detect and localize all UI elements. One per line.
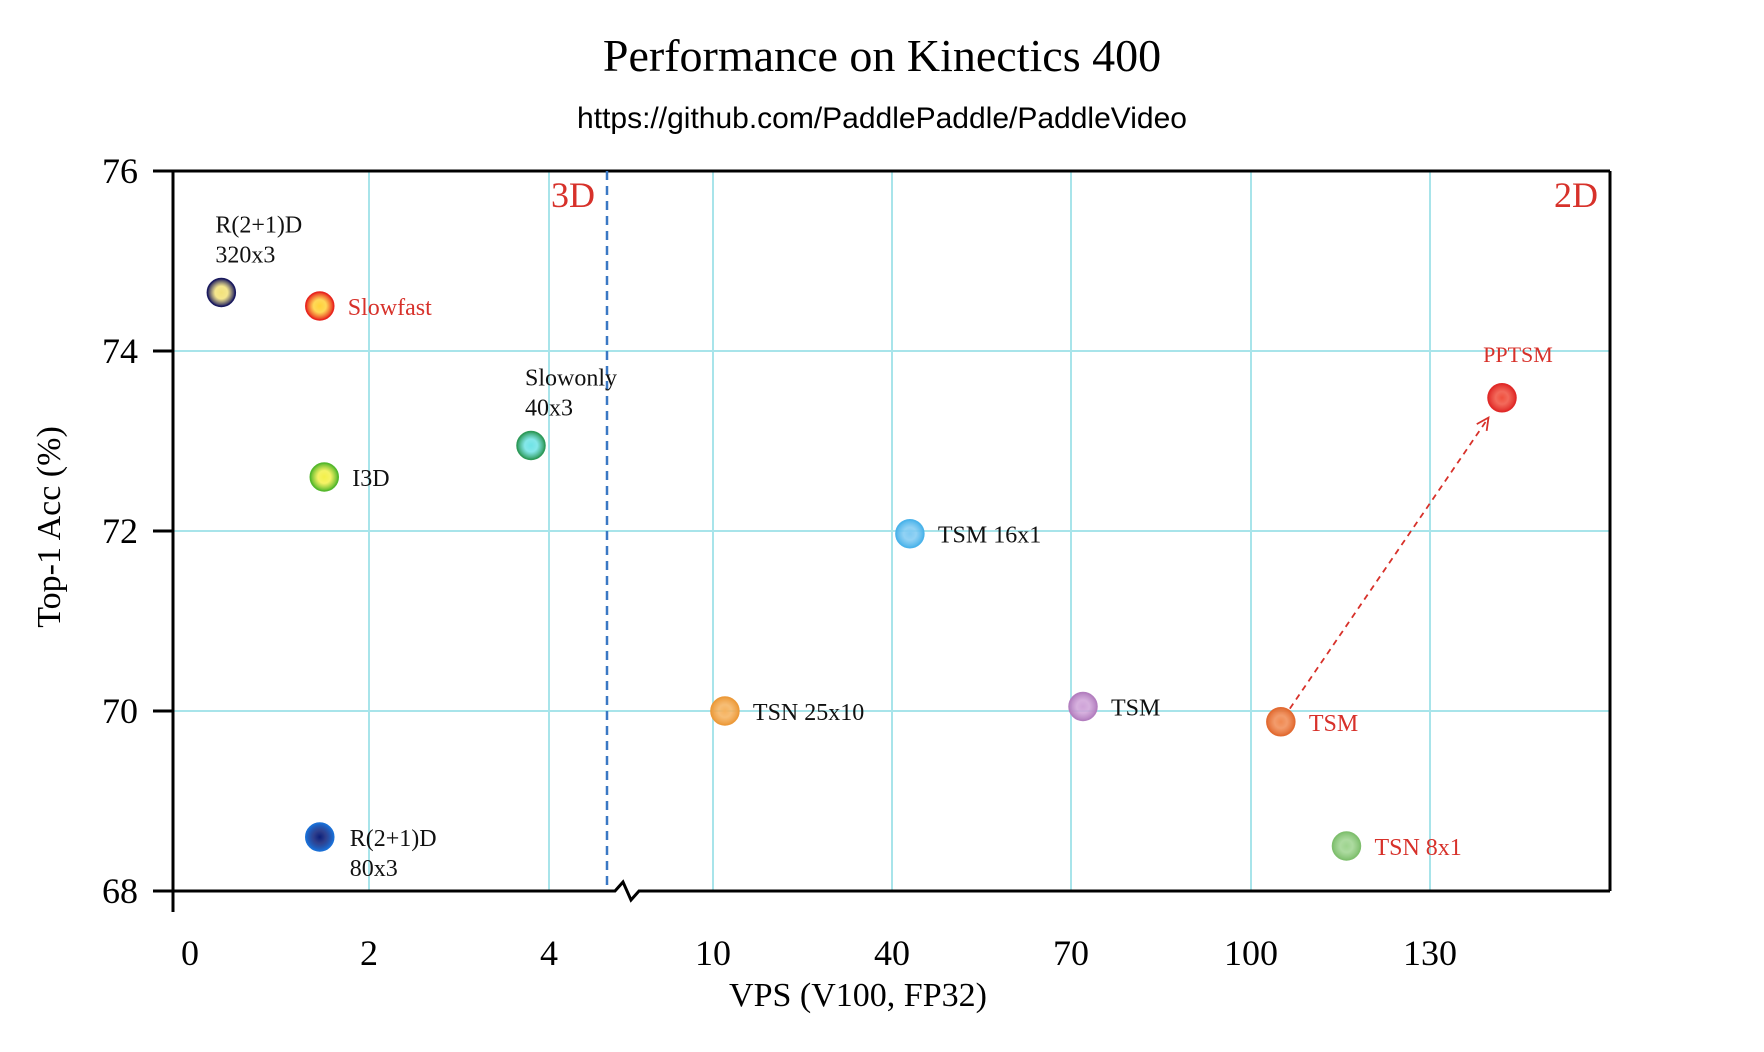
label-tsm: TSM xyxy=(1111,696,1160,722)
point-slowonly-40x3 xyxy=(516,430,546,461)
x-axis-line xyxy=(153,879,1610,903)
y-tick-label: 70 xyxy=(102,691,138,731)
y-tick-label: 68 xyxy=(102,871,138,911)
point-r-2-1-d-320x3 xyxy=(206,277,237,308)
label-i3d: I3D xyxy=(352,466,389,492)
label-tsn-8x1: TSN 8x1 xyxy=(1374,835,1461,861)
chart-title: Performance on Kinectics 400 xyxy=(603,30,1161,81)
x-tick-label: 70 xyxy=(1053,933,1089,973)
x-tick-label: 10 xyxy=(695,933,731,973)
data-points xyxy=(206,277,1517,861)
label-pptsm: PPTSM xyxy=(1483,342,1553,367)
label-r-2-1-d-320x3: R(2+1)D 320x3 xyxy=(215,213,302,269)
point-tsn-25x10 xyxy=(710,696,740,726)
y-tick-label: 76 xyxy=(102,151,138,191)
grid xyxy=(173,171,1610,891)
chart-subtitle: https://github.com/PaddlePaddle/PaddleVi… xyxy=(577,102,1187,135)
annotations xyxy=(1289,415,1490,710)
point-tsn-8x1 xyxy=(1331,831,1362,861)
label-slowonly-40x3: Slowonly 40x3 xyxy=(525,366,617,422)
point-i3d xyxy=(309,462,339,492)
x-tick-label: 40 xyxy=(874,933,910,973)
point-labels: R(2+1)D 320x3 Slowfast Slowonly 40x3 I3D R(2+1… xyxy=(215,213,1553,883)
x-tick-label: 100 xyxy=(1224,933,1278,973)
region-labels: 3D 2D xyxy=(551,171,1598,891)
point-pptsm xyxy=(1487,383,1517,413)
point-tsm-16x1 xyxy=(895,518,925,549)
point-r-2-1-d-80x3 xyxy=(305,822,335,852)
x-tick-label: 130 xyxy=(1403,933,1457,973)
label-tsm-paddlevideo: TSM xyxy=(1309,711,1358,737)
point-tsm xyxy=(1068,691,1098,722)
point-slowfast xyxy=(305,291,335,321)
y-tick-label: 74 xyxy=(102,331,138,371)
y-tick-label: 72 xyxy=(102,511,138,551)
label-tsn-25x10: TSN 25x10 xyxy=(753,700,864,726)
arrow-head xyxy=(1476,415,1490,432)
y-axis-label: Top-1 Acc (%) xyxy=(31,426,68,628)
axes: 68 70 72 74 76 0 2 4 10 40 70 100 130 xyxy=(102,151,1612,973)
x-tick-label: 4 xyxy=(540,933,558,973)
label-tsm-16x1: TSM 16x1 xyxy=(938,523,1041,549)
region-label-2d: 2D xyxy=(1554,175,1598,215)
x-axis-label: VPS (V100, FP32) xyxy=(729,977,987,1014)
x-tick-label: 2 xyxy=(360,933,378,973)
improvement-arrow xyxy=(1289,417,1490,710)
label-r-2-1-d-80x3: R(2+1)D 80x3 xyxy=(350,826,437,882)
region-label-3d: 3D xyxy=(551,175,595,215)
x-tick-label: 0 xyxy=(181,933,199,973)
label-slowfast: Slowfast xyxy=(348,295,432,321)
point-tsm-paddlevideo xyxy=(1266,707,1296,737)
